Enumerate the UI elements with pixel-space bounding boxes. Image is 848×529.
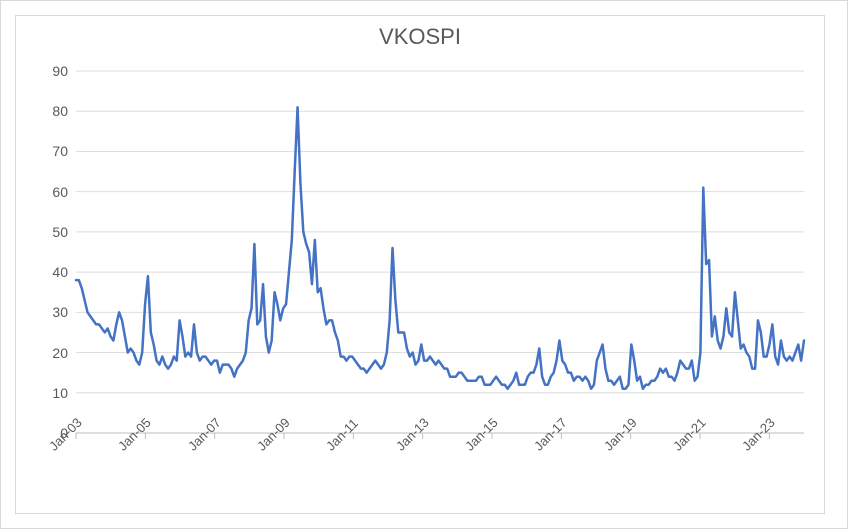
series-layer (76, 71, 804, 433)
chart-panel: VKOSPI 0102030405060708090Jan-03Jan-05Ja… (15, 15, 825, 514)
y-tick-label: 60 (52, 184, 68, 200)
y-tick-label: 40 (52, 264, 68, 280)
y-tick-label: 30 (52, 304, 68, 320)
chart-frame: VKOSPI 0102030405060708090Jan-03Jan-05Ja… (0, 0, 848, 529)
y-tick-label: 90 (52, 63, 68, 79)
x-tick-label: Jan-03 (46, 415, 85, 454)
series-line-vkospi (76, 107, 804, 389)
y-tick-label: 70 (52, 143, 68, 159)
chart-title: VKOSPI (16, 24, 824, 50)
y-tick-label: 80 (52, 103, 68, 119)
y-tick-label: 10 (52, 385, 68, 401)
plot-area: 0102030405060708090Jan-03Jan-05Jan-07Jan… (76, 71, 804, 433)
y-tick-label: 50 (52, 224, 68, 240)
y-tick-label: 20 (52, 345, 68, 361)
